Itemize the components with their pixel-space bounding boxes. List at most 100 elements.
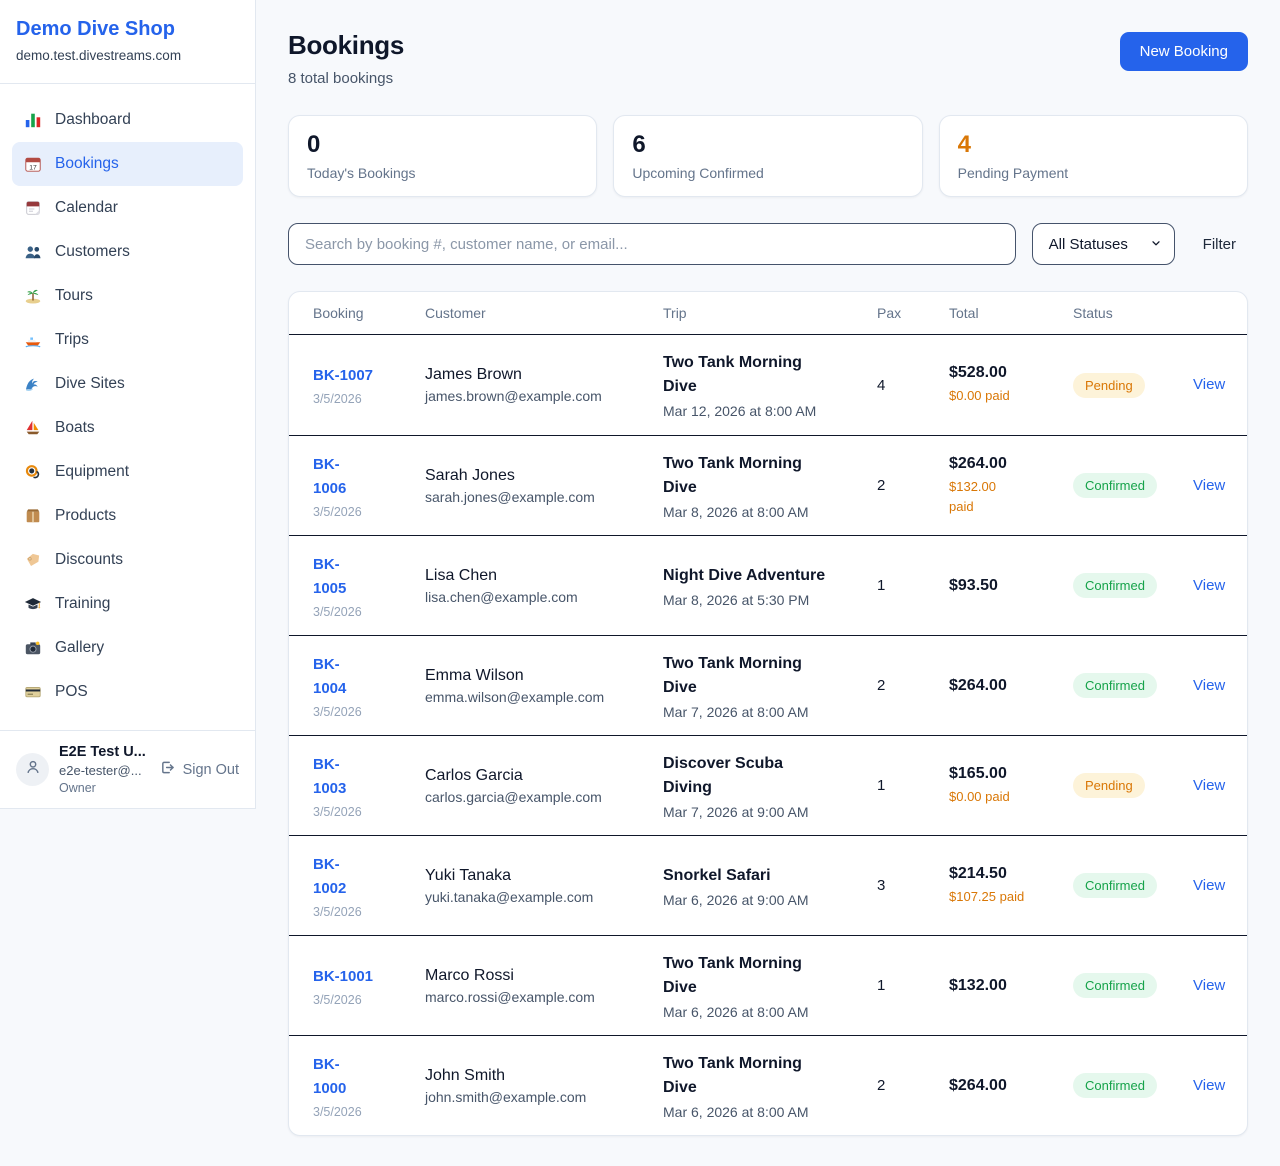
- sidebar-item-calendar[interactable]: Calendar: [12, 186, 243, 230]
- view-link[interactable]: View: [1193, 576, 1226, 594]
- customer-email: john.smith@example.com: [425, 1088, 587, 1105]
- user-footer: E2E Test U... e2e-tester@... Owner Sign …: [0, 730, 255, 808]
- trip-datetime: Mar 8, 2026 at 5:30 PM: [663, 591, 810, 608]
- booking-cell: BK- 1000 3/5/2026: [313, 1053, 425, 1119]
- sidebar-item-products[interactable]: Products: [12, 494, 243, 538]
- sidebar-item-dashboard[interactable]: Dashboard: [12, 98, 243, 142]
- booking-id-link[interactable]: BK- 1005: [313, 555, 347, 597]
- booking-cell: BK- 1005 3/5/2026: [313, 553, 425, 619]
- trip-name: Discover Scuba Diving: [663, 754, 784, 796]
- sidebar-item-label: Trips: [55, 331, 89, 348]
- new-booking-button[interactable]: New Booking: [1119, 32, 1248, 71]
- booking-id-link[interactable]: BK- 1000: [313, 1055, 347, 1097]
- brand-name: Demo Dive Shop: [16, 18, 175, 40]
- table-body: BK-1007 3/5/2026 James Brown james.brown…: [289, 335, 1247, 1135]
- sidebar-item-boats[interactable]: Boats: [12, 406, 243, 450]
- brand-domain: demo.test.divestreams.com: [16, 48, 182, 63]
- stat-card-pending-payment: 4 Pending Payment: [938, 115, 1248, 197]
- customer-cell: Yuki Tanaka yuki.tanaka@example.com: [425, 867, 663, 905]
- trip-datetime: Mar 7, 2026 at 8:00 AM: [663, 703, 809, 720]
- customer-email: sarah.jones@example.com: [425, 488, 595, 505]
- boats-icon: [24, 419, 42, 437]
- column-header-status: Status: [1073, 305, 1113, 321]
- sidebar-item-training[interactable]: Training: [12, 582, 243, 626]
- total-cell: $528.00 $0.00 paid: [949, 364, 1073, 406]
- view-link[interactable]: View: [1193, 1076, 1226, 1094]
- sidebar-item-pos[interactable]: POS: [12, 670, 243, 714]
- view-link[interactable]: View: [1193, 376, 1226, 393]
- booking-id-link[interactable]: BK-1007: [313, 367, 374, 384]
- actions-cell: View: [1193, 1077, 1225, 1095]
- trip-datetime: Mar 12, 2026 at 8:00 AM: [663, 403, 817, 419]
- sidebar-item-dive-sites[interactable]: Dive Sites: [12, 362, 243, 406]
- status-cell: Confirmed: [1073, 973, 1193, 998]
- actions-cell: View: [1193, 877, 1225, 895]
- booking-id-link[interactable]: BK- 1002: [313, 855, 347, 897]
- status-select-value: All Statuses: [1048, 235, 1128, 253]
- booking-id-link[interactable]: BK- 1004: [313, 655, 347, 697]
- booking-id-link[interactable]: BK- 1006: [313, 455, 347, 497]
- booking-cell: BK- 1006 3/5/2026: [313, 453, 425, 519]
- user-role: Owner: [59, 781, 96, 795]
- table-row: BK- 1003 3/5/2026 Carlos Garcia carlos.ga…: [289, 735, 1247, 835]
- sidebar-item-tours[interactable]: Tours: [12, 274, 243, 318]
- paid-amount: $0.00 paid: [949, 388, 1010, 404]
- total-cell: $165.00 $0.00 paid: [949, 765, 1073, 807]
- total-cell: $264.00: [949, 677, 1073, 695]
- logout-icon: [159, 759, 176, 780]
- table-row: BK-1007 3/5/2026 James Brown james.brown…: [289, 335, 1247, 435]
- sidebar-item-label: Products: [55, 507, 117, 524]
- sidebar-item-customers[interactable]: Customers: [12, 230, 243, 274]
- sidebar-item-trips[interactable]: Trips: [12, 318, 243, 362]
- search-input[interactable]: [288, 223, 1016, 265]
- view-link[interactable]: View: [1193, 676, 1226, 694]
- status-select[interactable]: All Statuses: [1031, 223, 1175, 265]
- customer-cell: Sarah Jones sarah.jones@example.com: [425, 467, 663, 505]
- customer-name: Marco Rossi: [425, 966, 514, 984]
- column-header-booking: Booking: [313, 305, 364, 321]
- sidebar-item-label: Calendar: [55, 199, 118, 216]
- view-link[interactable]: View: [1193, 976, 1226, 994]
- booking-date: 3/5/2026: [313, 904, 362, 919]
- stats-row: 0 Today's Bookings 6 Upcoming Confirmed …: [288, 115, 1248, 197]
- customer-name: Yuki Tanaka: [425, 866, 511, 884]
- pax-value: 2: [877, 677, 886, 694]
- person-icon: [24, 758, 42, 781]
- customer-cell: John Smith john.smith@example.com: [425, 1067, 663, 1105]
- filter-button[interactable]: Filter: [1191, 228, 1248, 261]
- status-badge: Confirmed: [1073, 873, 1157, 898]
- sidebar-item-bookings[interactable]: 17 Bookings: [12, 142, 243, 186]
- chevron-down-icon: [1150, 236, 1162, 253]
- actions-cell: View: [1193, 577, 1225, 595]
- svg-text:17: 17: [29, 164, 37, 171]
- total-amount: $264.00: [949, 1076, 1007, 1094]
- actions-cell: View: [1193, 977, 1225, 995]
- booking-date: 3/5/2026: [313, 704, 362, 719]
- status-badge: Confirmed: [1073, 673, 1157, 698]
- booking-id-link[interactable]: BK- 1003: [313, 755, 347, 797]
- calendar-icon: [24, 199, 42, 217]
- sign-out-label: Sign Out: [182, 761, 239, 778]
- products-icon: [24, 507, 42, 525]
- pax-value: 1: [877, 777, 886, 794]
- pax-value: 3: [877, 877, 886, 894]
- view-link[interactable]: View: [1193, 876, 1226, 894]
- sign-out-button[interactable]: Sign Out: [159, 759, 239, 780]
- view-link[interactable]: View: [1193, 776, 1226, 794]
- booking-id-link[interactable]: BK-1001: [313, 967, 374, 985]
- sidebar: Demo Dive Shop demo.test.divestreams.com…: [0, 0, 256, 809]
- trip-cell: Two Tank Morning Dive Mar 6, 2026 at 8:00…: [663, 1052, 877, 1120]
- table-row: BK- 1005 3/5/2026 Lisa Chen lisa.chen@exa…: [289, 535, 1247, 635]
- status-cell: Confirmed: [1073, 873, 1193, 898]
- sidebar-item-discounts[interactable]: Discounts: [12, 538, 243, 582]
- view-link[interactable]: View: [1193, 476, 1226, 494]
- sidebar-item-gallery[interactable]: Gallery: [12, 626, 243, 670]
- customers-icon: [24, 243, 42, 261]
- booking-date: 3/5/2026: [313, 1104, 362, 1119]
- sidebar-item-equipment[interactable]: Equipment: [12, 450, 243, 494]
- trip-name: Two Tank Morning Dive: [663, 354, 802, 395]
- total-amount: $214.50: [949, 864, 1007, 882]
- user-meta: E2E Test U... e2e-tester@... Owner: [59, 744, 149, 795]
- trip-cell: Two Tank Morning Dive Mar 7, 2026 at 8:00…: [663, 652, 877, 720]
- trip-name: Two Tank Morning Dive: [663, 954, 802, 996]
